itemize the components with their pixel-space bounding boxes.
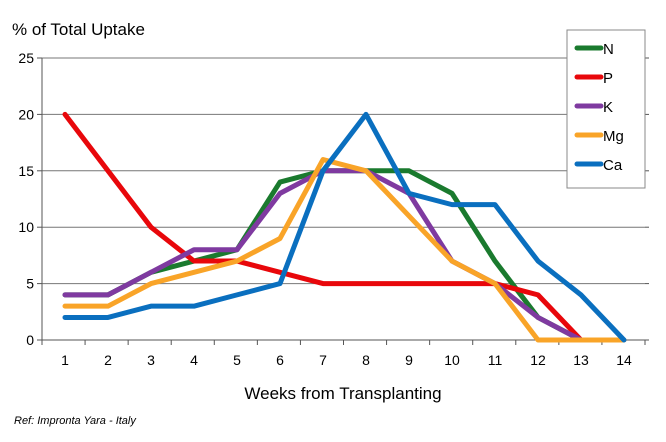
x-tick-label: 3 xyxy=(147,352,155,368)
series-line-N xyxy=(62,168,584,343)
x-tick-label: 1 xyxy=(61,352,69,368)
y-tick-label: 10 xyxy=(18,219,34,235)
legend-label-Ca: Ca xyxy=(603,157,623,174)
y-tick-label: 25 xyxy=(18,50,34,66)
x-tick-label: 7 xyxy=(319,352,327,368)
reference-note: Ref: Impronta Yara - Italy xyxy=(14,415,136,427)
x-tick-label: 11 xyxy=(488,352,503,368)
legend-label-N: N xyxy=(603,41,614,58)
series-line-Mg xyxy=(62,157,627,343)
y-tick-label: 20 xyxy=(18,106,34,122)
series-line-K xyxy=(62,168,584,343)
x-axis-label: Weeks from Transplanting xyxy=(244,384,442,403)
x-tick-label: 4 xyxy=(190,352,198,368)
series-line-Ca xyxy=(62,111,627,343)
x-tick-label: 13 xyxy=(573,352,589,368)
legend-label-Mg: Mg xyxy=(603,128,624,145)
y-tick-label: 0 xyxy=(26,332,34,348)
x-tick-label: 14 xyxy=(616,352,632,368)
y-tick-label: 5 xyxy=(26,276,34,292)
y-tick-label: 15 xyxy=(18,163,34,179)
x-tick-label: 2 xyxy=(104,352,112,368)
x-tick-label: 9 xyxy=(405,352,413,368)
x-tick-label: 5 xyxy=(233,352,241,368)
y-axis-label: % of Total Uptake xyxy=(12,20,145,39)
x-tick-label: 12 xyxy=(530,352,546,368)
legend-label-K: K xyxy=(603,99,613,116)
x-tick-label: 6 xyxy=(276,352,284,368)
x-tick-label: 8 xyxy=(362,352,370,368)
x-tick-label: 10 xyxy=(444,352,460,368)
legend-label-P: P xyxy=(603,70,613,87)
